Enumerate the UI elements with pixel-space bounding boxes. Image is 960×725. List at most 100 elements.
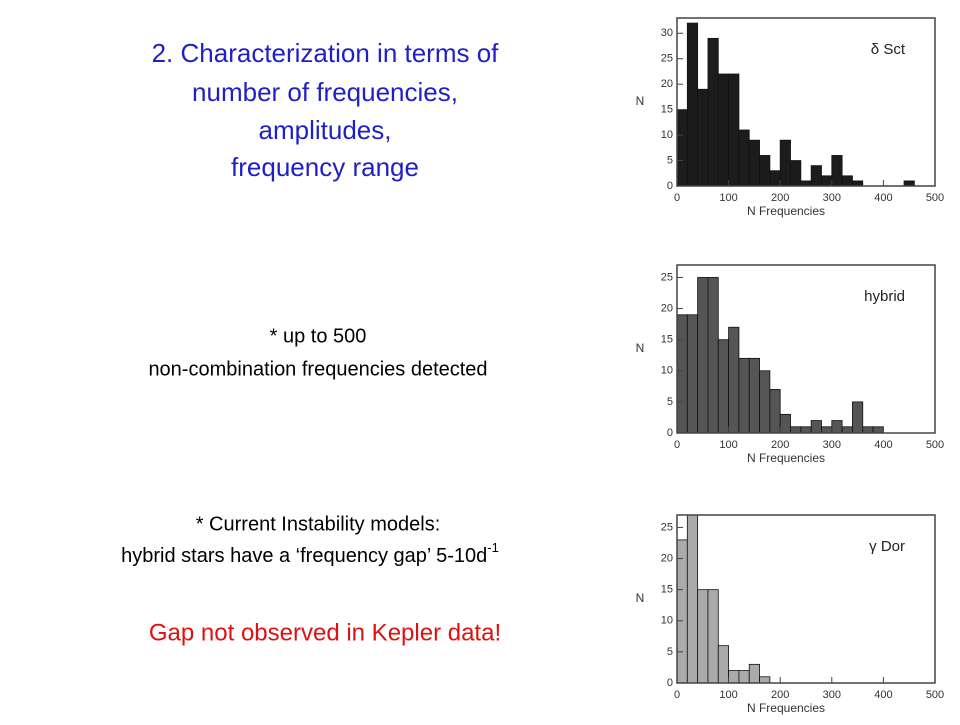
y-tick-label: 25 <box>661 53 673 65</box>
point-text: hybrid stars have a ‘frequency gap’ 5-10… <box>121 545 487 567</box>
point-text: hybrid stars have a ‘frequency gap’ 5-10… <box>121 540 499 567</box>
histogram-bar <box>717 73 730 187</box>
histogram-bar <box>831 420 843 434</box>
x-axis-label: N Frequencies <box>747 451 825 465</box>
histogram-bar <box>686 514 699 684</box>
point-text: * Current Instability models: <box>196 513 441 535</box>
histogram-bar <box>800 180 812 187</box>
histogram-bar <box>748 357 760 434</box>
plot-frame <box>676 514 936 684</box>
histogram-bar <box>821 175 833 187</box>
histogram-bar <box>841 426 853 434</box>
histogram-bar <box>831 155 843 187</box>
histogram-bar <box>790 426 802 434</box>
histogram-bar <box>676 314 688 434</box>
x-tick-label: 500 <box>926 439 944 451</box>
x-tick-label: 400 <box>874 689 892 701</box>
panel-label: δ Sct <box>871 41 906 58</box>
y-tick-label: 20 <box>661 302 673 314</box>
histogram-bar <box>779 139 791 187</box>
x-tick-label: 300 <box>823 192 841 204</box>
y-tick-label: 15 <box>661 104 673 116</box>
histogram-bar <box>852 180 864 187</box>
histogram-bar <box>738 357 750 434</box>
y-tick-label: 10 <box>661 615 673 627</box>
y-tick-label: 20 <box>661 552 673 564</box>
title-line: amplitudes, <box>259 115 392 145</box>
x-axis-label: N Frequencies <box>747 701 825 715</box>
x-tick-label: 0 <box>674 439 680 451</box>
histogram-bar <box>707 589 719 684</box>
y-tick-label: 15 <box>661 584 673 596</box>
x-tick-label: 100 <box>719 689 737 701</box>
point-text: non-combination frequencies detected <box>148 358 487 380</box>
histogram-bar <box>903 180 915 187</box>
histogram-bar <box>759 370 771 434</box>
title-line: 2. Characterization in terms of <box>152 38 500 68</box>
histogram-bar <box>707 277 719 434</box>
histogram-bar <box>821 426 833 434</box>
histogram-bar <box>810 420 822 434</box>
y-tick-label: 25 <box>661 521 673 533</box>
histogram-bar <box>748 663 760 684</box>
histogram-bar <box>728 326 740 434</box>
y-tick-label: 0 <box>667 427 673 439</box>
x-tick-label: 100 <box>719 439 737 451</box>
plot-frame <box>676 17 936 187</box>
y-tick-label: 25 <box>661 271 673 283</box>
x-tick-label: 200 <box>771 192 789 204</box>
y-axis-label: N <box>636 591 645 605</box>
histogram-bar <box>697 88 709 187</box>
y-axis-label: N <box>636 94 645 108</box>
y-tick-label: 0 <box>667 677 673 689</box>
x-tick-label: 400 <box>874 439 892 451</box>
y-tick-label: 0 <box>667 180 673 192</box>
x-tick-label: 500 <box>926 192 944 204</box>
title-line: frequency range <box>231 152 419 182</box>
plot-frame <box>676 264 936 434</box>
histogram-bar <box>841 175 853 187</box>
y-tick-label: 10 <box>661 129 673 141</box>
panel-label: hybrid <box>864 288 905 305</box>
x-tick-label: 400 <box>874 192 892 204</box>
histogram-bar <box>707 37 719 187</box>
histogram-bar <box>686 314 699 434</box>
x-tick-label: 500 <box>926 689 944 701</box>
histogram-bar <box>872 426 884 434</box>
y-tick-label: 5 <box>667 396 673 408</box>
point-text: * up to 500 <box>270 325 367 347</box>
histogram-bar <box>810 165 822 187</box>
y-tick-label: 10 <box>661 365 673 377</box>
histogram-bar <box>852 401 864 434</box>
x-tick-label: 0 <box>674 689 680 701</box>
histogram-bar <box>862 426 874 434</box>
histogram-bar <box>790 160 802 187</box>
histogram-bar <box>717 645 730 684</box>
title-line: number of frequencies, <box>192 77 458 107</box>
histogram-bar <box>759 676 771 684</box>
y-tick-label: 20 <box>661 78 673 90</box>
histogram-bar <box>686 22 699 187</box>
histogram-bar <box>779 413 791 434</box>
histogram-bar <box>697 277 709 434</box>
histogram-bar <box>748 139 760 187</box>
histogram-bar <box>769 389 781 434</box>
histogram-bar <box>759 155 771 187</box>
histogram-bar <box>728 670 740 684</box>
histogram-bar <box>697 589 709 684</box>
panel-label: γ Dor <box>869 538 905 555</box>
superscript: -1 <box>487 540 499 555</box>
x-tick-label: 300 <box>823 689 841 701</box>
histogram-bar <box>676 109 688 187</box>
y-axis-label: N <box>636 341 645 355</box>
histogram-bar <box>728 73 740 187</box>
y-tick-label: 5 <box>667 646 673 658</box>
x-tick-label: 100 <box>719 192 737 204</box>
histogram-bar <box>738 129 750 187</box>
y-tick-label: 15 <box>661 334 673 346</box>
conclusion: Gap not observed in Kepler data! <box>149 619 501 646</box>
histogram-bar <box>800 426 812 434</box>
y-tick-label: 30 <box>661 27 673 39</box>
y-tick-label: 5 <box>667 154 673 166</box>
